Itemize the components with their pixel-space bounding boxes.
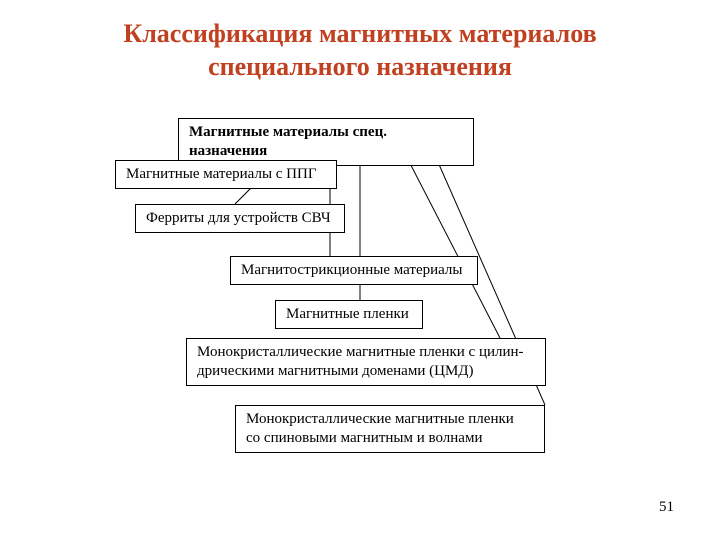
node-n6: Монокристаллические магнитные пленки со … <box>235 405 545 453</box>
node-root: Магнитные материалы спец. назначения <box>178 118 474 166</box>
page-number: 51 <box>659 499 674 516</box>
node-n3: Магнитострикционные материалы <box>230 256 478 285</box>
node-n2: Ферриты для устройств СВЧ <box>135 204 345 233</box>
node-n5: Монокристаллические магнитные пленки с ц… <box>186 338 546 386</box>
node-n1: Магнитные материалы с ППГ <box>115 160 337 189</box>
node-n4: Магнитные пленки <box>275 300 423 329</box>
slide-title: Классификация магнитных материалов специ… <box>0 18 720 83</box>
title-line-2: специального назначения <box>208 52 512 81</box>
title-line-1: Классификация магнитных материалов <box>123 19 596 48</box>
